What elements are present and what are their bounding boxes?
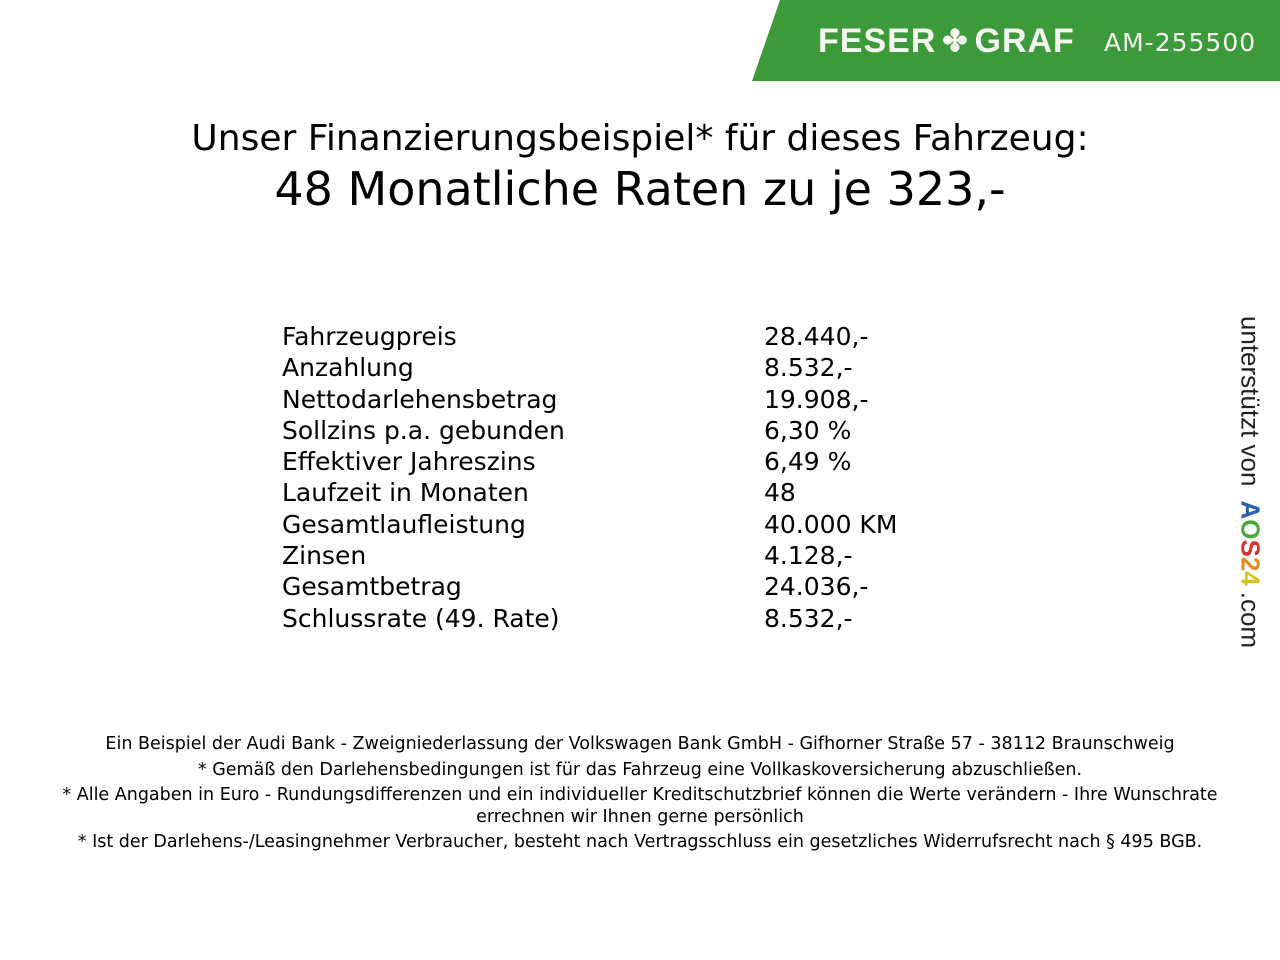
table-row: Gesamtbetrag 24.036,- [282, 571, 897, 602]
brand-right: GRAF [974, 22, 1075, 60]
row-label: Schlussrate (49. Rate) [282, 603, 560, 633]
table-row: Schlussrate (49. Rate) 8.532,- [282, 603, 897, 634]
clover-icon: ✤ [942, 25, 969, 58]
sponsor-prefix: unterstützt von [1235, 315, 1266, 487]
footer-line: * Alle Angaben in Euro - Rundungsdiffere… [62, 785, 1218, 827]
finance-table: Fahrzeugpreis 28.440,- Anzahlung 8.532,- N… [282, 321, 897, 634]
table-row: Effektiver Jahreszins 6,49 % [282, 446, 897, 477]
sponsor-note: unterstützt von AOS24 .com [1235, 316, 1266, 648]
table-row: Gesamtlaufleistung 40.000 KM [282, 509, 897, 540]
row-value: 6,30 % [764, 415, 852, 445]
row-value: 6,49 % [764, 447, 852, 477]
footer-line: * Ist der Darlehens-/Leasingnehmer Verbr… [77, 832, 1203, 852]
monthly-rate-headline: 48 Monatliche Raten zu je 323,- [274, 162, 1006, 216]
sponsor-suffix: .com [1235, 591, 1266, 649]
table-row: Anzahlung 8.532,- [282, 352, 897, 383]
row-value: 8.532,- [764, 353, 853, 383]
footer-line: Ein Beispiel der Audi Bank - Zweignieder… [105, 734, 1175, 754]
header-banner [752, 0, 1280, 81]
row-value: 48 [764, 478, 796, 508]
row-value: 24.036,- [764, 572, 869, 602]
row-value: 8.532,- [764, 603, 853, 633]
footer-line: * Gemäß den Darlehensbedingungen ist für… [197, 759, 1083, 780]
page-title: Unser Finanzierungsbeispiel* für dieses … [191, 118, 1089, 159]
row-value: 40.000 KM [764, 509, 898, 539]
row-label: Gesamtlaufleistung [282, 509, 526, 539]
row-label: Zinsen [282, 541, 367, 571]
table-row: Fahrzeugpreis 28.440,- [282, 321, 897, 352]
brand-logo: FESER ✤ GRAF [818, 22, 1075, 61]
footer-disclaimer: Ein Beispiel der Audi Bank - Zweignieder… [60, 734, 1220, 858]
row-value: 28.440,- [764, 322, 869, 351]
brand-left: FESER [818, 22, 937, 60]
row-label: Anzahlung [282, 353, 414, 383]
row-label: Laufzeit in Monaten [282, 478, 529, 508]
table-row: Laufzeit in Monaten 48 [282, 477, 897, 508]
table-row: Sollzins p.a. gebunden 6,30 % [282, 415, 897, 446]
row-label: Sollzins p.a. gebunden [282, 415, 565, 445]
row-label: Fahrzeugpreis [282, 322, 457, 351]
row-label: Nettodarlehensbetrag [282, 384, 558, 414]
aos24-logo: AOS24 [1235, 500, 1266, 586]
vehicle-code: AM-255500 [1104, 28, 1257, 57]
row-value: 4.128,- [764, 541, 853, 571]
row-label: Effektiver Jahreszins [282, 447, 536, 477]
row-label: Gesamtbetrag [282, 572, 462, 602]
table-row: Zinsen 4.128,- [282, 540, 897, 571]
row-value: 19.908,- [764, 384, 869, 414]
table-row: Nettodarlehensbetrag 19.908,- [282, 384, 897, 415]
